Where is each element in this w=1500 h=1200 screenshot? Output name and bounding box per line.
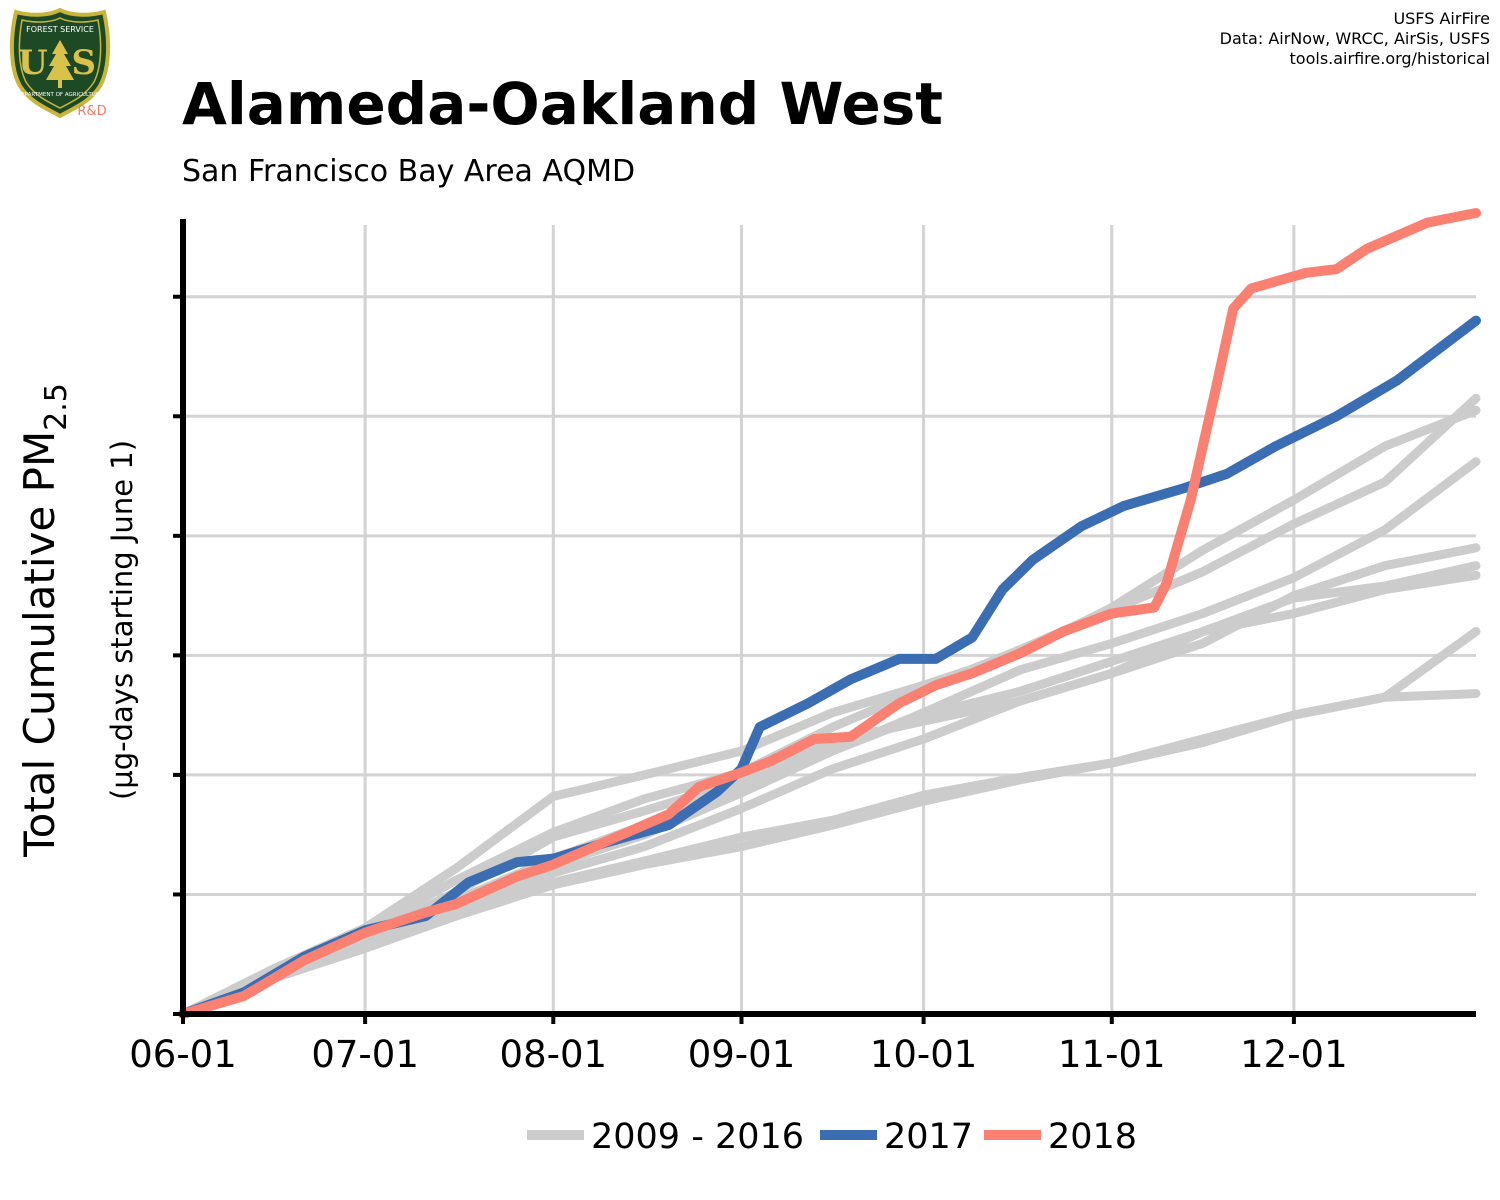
series-line-historical — [178, 405, 1481, 1019]
series-layer — [178, 208, 1481, 1019]
y-axis-title-subscript: 2.5 — [39, 383, 74, 431]
series-line-historical — [178, 627, 1481, 1019]
y-axis-title-main: Total Cumulative PM — [15, 431, 64, 858]
credit-line: USFS AirFire — [1393, 9, 1490, 28]
data-credits: USFS AirFire Data: AirNow, WRCC, AirSis,… — [1220, 9, 1490, 69]
forest-service-logo: FOREST SERVICE U S DEPARTMENT OF AGRICUL… — [9, 8, 111, 119]
logo-rd-tag: R&D — [77, 104, 106, 119]
y-axis-label: Total Cumulative PM2.5 — [15, 383, 74, 858]
y-axis-title: Total Cumulative PM2.5 — [15, 383, 74, 858]
x-tick-label: 12-01 — [1240, 1033, 1348, 1076]
axes — [173, 219, 1476, 1024]
x-tick-label: 10-01 — [870, 1033, 978, 1076]
x-tick-label: 07-01 — [311, 1033, 419, 1076]
logo-top-text: FOREST SERVICE — [26, 25, 94, 34]
y-axis-subtitle: (µg-days starting June 1) — [105, 440, 139, 800]
shield-inner-border — [18, 17, 102, 109]
chart-title: Alameda-Oakland West — [182, 70, 943, 138]
credit-line: Data: AirNow, WRCC, AirSis, USFS — [1219, 29, 1490, 48]
legend: 2009 - 2016 2017 2018 — [527, 1117, 1137, 1157]
logo-bottom-text: DEPARTMENT OF AGRICULTURE — [17, 92, 104, 98]
chart-subtitle: San Francisco Bay Area AQMD — [182, 154, 636, 189]
series-line-historical — [178, 393, 1481, 1019]
x-tick-label: 11-01 — [1058, 1033, 1166, 1076]
series-line-2018 — [178, 208, 1481, 1019]
y-axis-sublabel: (µg-days starting June 1) — [105, 440, 139, 800]
tree-icon — [46, 40, 74, 88]
x-tick-labels: 06-01 07-01 08-01 09-01 10-01 11-01 12-01 — [129, 1033, 1347, 1076]
legend-label: 2009 - 2016 — [591, 1117, 804, 1157]
legend-label: 2017 — [884, 1117, 973, 1157]
x-tick-label: 08-01 — [500, 1033, 608, 1076]
legend-label: 2018 — [1048, 1117, 1137, 1157]
series-line-2017 — [178, 315, 1481, 1019]
x-tick-label: 06-01 — [129, 1033, 237, 1076]
credit-line: tools.airfire.org/historical — [1289, 49, 1490, 68]
x-tick-label: 09-01 — [688, 1033, 796, 1076]
